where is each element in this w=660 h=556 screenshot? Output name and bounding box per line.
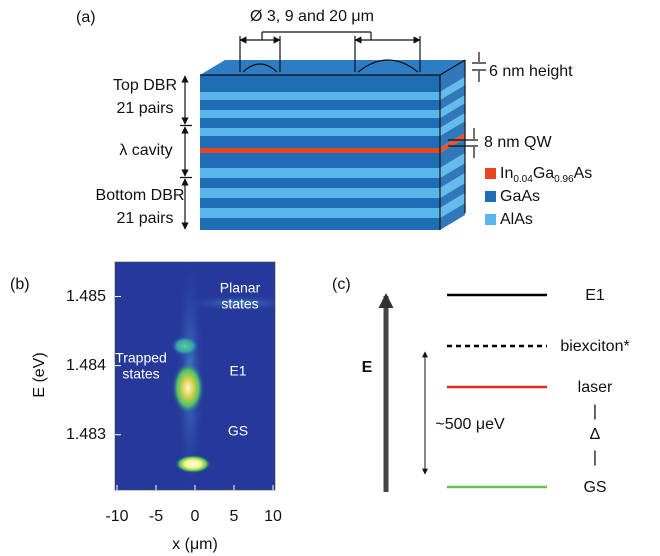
legend-swatch (485, 191, 496, 202)
level-label: biexciton* (560, 338, 629, 355)
layer-side (440, 60, 465, 92)
legend-label-part: In (500, 165, 513, 182)
x-tick-label: 0 (191, 508, 200, 525)
axis-label: E (362, 359, 373, 376)
legend-swatch (485, 214, 496, 225)
annotation: GS (228, 423, 248, 439)
layer-side (440, 85, 465, 110)
layer (200, 178, 440, 188)
x-tick-label: 10 (264, 508, 282, 525)
layer-block (200, 60, 465, 230)
layer (200, 153, 440, 168)
x-axis-label: x (μm) (172, 536, 218, 553)
layer (200, 218, 440, 230)
side-label: Top DBR (113, 77, 177, 94)
layer-side (440, 193, 465, 218)
layer (200, 75, 440, 92)
level-label: E1 (585, 287, 605, 304)
layer (200, 100, 440, 110)
legend-label-part: As (574, 165, 593, 182)
layer (200, 208, 440, 218)
layer (200, 136, 440, 148)
side-label: 8 nm QW (484, 134, 552, 151)
layer (200, 118, 440, 128)
panel-label: (b) (10, 276, 30, 293)
layer (200, 198, 440, 208)
annotation: Planar (220, 280, 261, 296)
legend-label: GaAs (500, 188, 540, 205)
energy-levels: E1 biexciton* laser GS (447, 287, 630, 496)
layer (200, 128, 440, 136)
delta-label: | (593, 449, 597, 466)
legend-label-part: 0.96 (554, 174, 574, 185)
layer (200, 110, 440, 118)
layer-side (440, 121, 465, 148)
splitting-label: ~500 μeV (435, 416, 505, 433)
y-axis-label: E (eV) (31, 352, 48, 397)
panel-label: (c) (332, 276, 351, 293)
side-label: 6 nm height (489, 63, 573, 80)
dimension-label: Ø 3, 9 and 20 μm (250, 8, 374, 25)
y-tick-label: 1.483 (66, 426, 106, 443)
y-tick-label: 1.484 (66, 357, 106, 374)
side-label: λ cavity (119, 142, 172, 159)
layer (200, 92, 440, 100)
annotation: states (221, 296, 258, 312)
layer (200, 148, 440, 153)
top-face (200, 60, 465, 75)
level-label: GS (583, 479, 606, 496)
axes: -10 -5 0 5 10 1.483 1.484 1.485 (66, 288, 282, 525)
delta-label: | (593, 403, 597, 420)
layer-side (440, 133, 465, 153)
spectral-image (115, 262, 275, 490)
annotation: states (122, 366, 159, 382)
layer-side (440, 103, 465, 128)
y-tick-label: 1.485 (66, 288, 106, 305)
legend-label-part: Ga (533, 165, 554, 182)
legend-label-part: 0.04 (513, 174, 533, 185)
layer-side (440, 203, 465, 230)
level-label: laser (578, 379, 613, 396)
legend-swatch (485, 168, 496, 179)
x-tick-label: 5 (230, 508, 239, 525)
side-label: 21 pairs (117, 100, 174, 117)
legend-label: AlAs (500, 211, 533, 228)
layer-side (440, 113, 465, 136)
layer-side (440, 153, 465, 178)
delta-label: Δ (590, 426, 601, 443)
dimension-brackets (180, 31, 486, 230)
layer-side (440, 173, 465, 198)
x-tick-label: -5 (149, 508, 163, 525)
side-label: Bottom DBR (96, 187, 185, 204)
legend-label: In0.04Ga0.96As (500, 165, 592, 184)
annotation: E1 (229, 363, 246, 379)
panel-label: (a) (76, 9, 96, 26)
layer-side (440, 183, 465, 208)
layer-side (440, 77, 465, 100)
side-label: 21 pairs (117, 210, 174, 227)
annotation: Trapped (115, 350, 167, 366)
x-tick-label: -10 (105, 508, 128, 525)
layer-side (440, 95, 465, 118)
layer-side (440, 163, 465, 188)
layer (200, 188, 440, 198)
layer (200, 168, 440, 178)
